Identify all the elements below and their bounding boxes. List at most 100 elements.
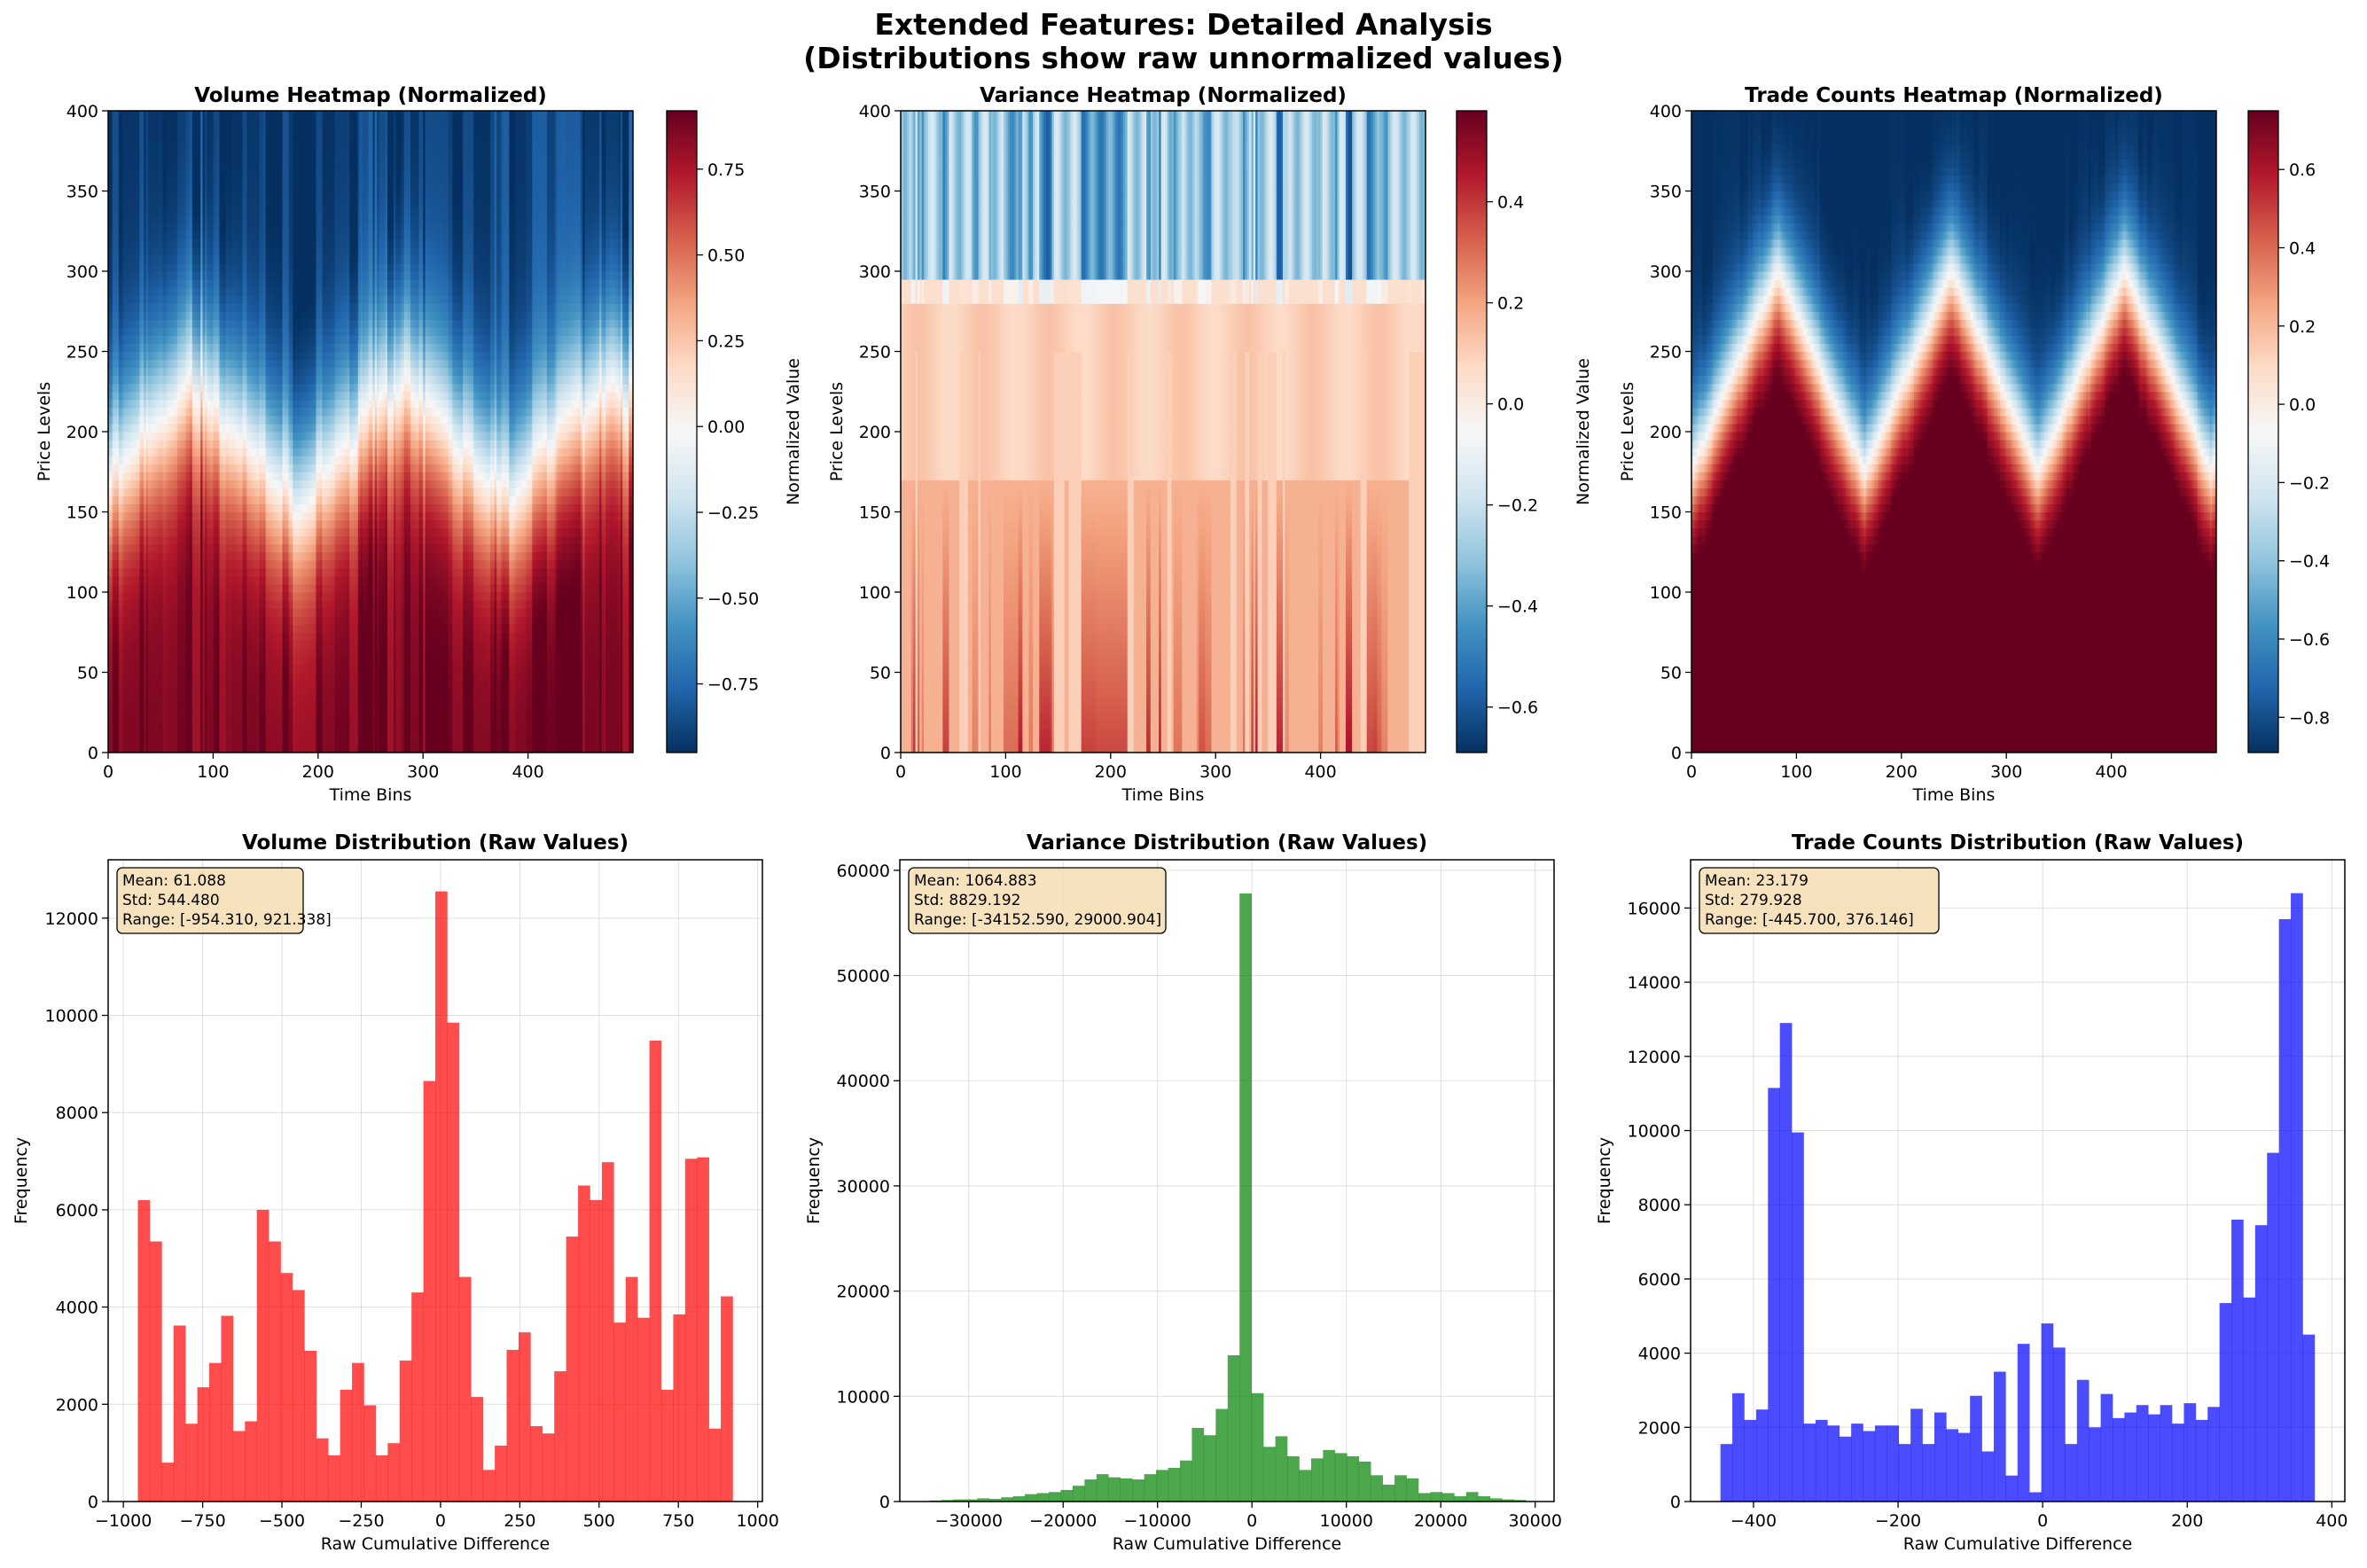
colorbar-tick-label: −0.4: [2289, 552, 2330, 572]
histogram-bar: [2291, 893, 2303, 1502]
y-tick-label: 2000: [56, 1395, 98, 1415]
y-tick-label: 300: [859, 262, 891, 282]
histogram-bar: [2231, 1220, 2244, 1502]
histogram-2: Trade Counts Distribution (Raw Values)−4…: [1595, 831, 2347, 1554]
histogram-bar: [411, 1292, 424, 1502]
histogram-bar: [1756, 1409, 1769, 1502]
histogram-bar: [2172, 1424, 2184, 1502]
histogram-bar: [1394, 1475, 1407, 1502]
histogram-bar: [1097, 1474, 1109, 1502]
colorbar-tick-label: 0.4: [1497, 193, 1524, 213]
bars: [138, 892, 733, 1502]
y-axis-label: Frequency: [804, 1137, 824, 1224]
histogram-bar: [495, 1446, 507, 1502]
histogram-bar: [1013, 1496, 1026, 1502]
colorbar-tick-label: −0.50: [707, 589, 759, 609]
histogram-bar: [150, 1242, 162, 1502]
y-tick-label: 8000: [1638, 1196, 1681, 1215]
histogram-bar: [566, 1236, 579, 1502]
histogram-bar: [1982, 1452, 1995, 1502]
x-tick-label: 100: [989, 762, 1021, 782]
histogram-bar: [293, 1290, 305, 1502]
x-tick-label: 0: [1686, 762, 1697, 782]
histogram-bar: [2148, 1415, 2160, 1502]
histogram-bar: [2005, 1476, 2018, 1502]
x-axis-label: Raw Cumulative Difference: [321, 1534, 550, 1554]
x-tick-label: 300: [1199, 762, 1231, 782]
histogram-bar: [613, 1322, 626, 1502]
histogram-bar: [2267, 1153, 2279, 1502]
histogram-bar: [328, 1455, 340, 1502]
x-tick-label: 200: [1095, 762, 1127, 782]
histogram-bar: [1263, 1447, 1276, 1502]
histogram-bar: [2183, 1403, 2196, 1502]
histogram-bar: [1816, 1420, 1828, 1502]
x-tick-label: 200: [2171, 1511, 2203, 1531]
y-tick-label: 6000: [56, 1201, 98, 1221]
histogram-bar: [400, 1361, 412, 1502]
histogram-bar: [673, 1314, 685, 1502]
y-tick-label: 250: [859, 343, 891, 363]
histogram-1: Variance Distribution (Raw Values) −30000…: [804, 831, 1562, 1554]
x-tick-label: 10000: [1319, 1511, 1372, 1531]
histogram-bar: [1287, 1456, 1300, 1502]
histogram-bar: [245, 1422, 257, 1502]
histogram-bar: [2302, 1335, 2315, 1502]
y-tick-label: 300: [66, 262, 98, 282]
y-tick-label: 50: [870, 664, 891, 683]
y-tick-label: 400: [1650, 102, 1682, 121]
axes-frame: [900, 860, 1554, 1502]
histogram-bar: [352, 1363, 364, 1502]
histogram-bar: [1780, 1023, 1793, 1502]
x-tick-label: 400: [2095, 762, 2127, 782]
histogram-bar: [304, 1351, 316, 1502]
bars: [1721, 893, 2315, 1502]
x-tick-label: 0: [103, 762, 113, 782]
histogram-bar: [2137, 1405, 2149, 1502]
histogram-bar: [1934, 1413, 1947, 1502]
x-tick-label: 750: [662, 1511, 694, 1531]
histogram-bar: [1478, 1496, 1490, 1502]
y-tick-label: 100: [859, 583, 891, 603]
y-tick-label: 0: [88, 1493, 98, 1512]
x-axis-label: Time Bins: [1912, 785, 1996, 805]
histogram-bar: [2042, 1323, 2054, 1502]
histogram-bar: [471, 1397, 483, 1502]
histogram-bar: [2220, 1303, 2232, 1502]
histogram-bar: [626, 1277, 638, 1502]
histogram-bar: [650, 1041, 662, 1502]
histogram-bar: [376, 1455, 388, 1502]
histogram-bar: [709, 1429, 722, 1502]
x-tick-label: 100: [197, 762, 229, 782]
x-tick-label: 0: [1246, 1511, 1257, 1531]
stats-std: Std: 544.480: [122, 892, 220, 909]
y-tick-label: 50000: [837, 967, 890, 987]
y-tick-label: 8000: [56, 1104, 98, 1123]
colorbar-tick-label: −0.8: [2289, 708, 2330, 728]
y-tick-label: 40000: [837, 1072, 890, 1091]
heatmap-cells: [901, 111, 1426, 753]
x-tick-label: −10000: [1124, 1511, 1191, 1531]
chart-title: Variance Distribution (Raw Values): [1027, 831, 1427, 854]
histogram-bar: [2113, 1418, 2125, 1502]
x-tick-label: 200: [302, 762, 334, 782]
grid: [900, 860, 1554, 1502]
histogram-bar: [1168, 1468, 1181, 1502]
bars: [930, 893, 1527, 1502]
x-tick-label: 30000: [1508, 1511, 1561, 1531]
x-tick-label: −250: [338, 1511, 384, 1531]
histogram-bar: [530, 1426, 543, 1502]
histogram-bar: [1239, 893, 1252, 1502]
histogram-bar: [1744, 1420, 1756, 1502]
histogram-bar: [316, 1439, 329, 1502]
stats-range: Range: [-34152.590, 29000.904]: [914, 911, 1161, 929]
histogram-bar: [602, 1162, 614, 1502]
x-tick-label: −30000: [935, 1511, 1003, 1531]
histogram-bar: [1121, 1478, 1133, 1502]
y-tick-label: 12000: [1628, 1048, 1681, 1067]
histogram-bar: [1311, 1458, 1324, 1502]
histogram-bar: [1347, 1456, 1359, 1502]
